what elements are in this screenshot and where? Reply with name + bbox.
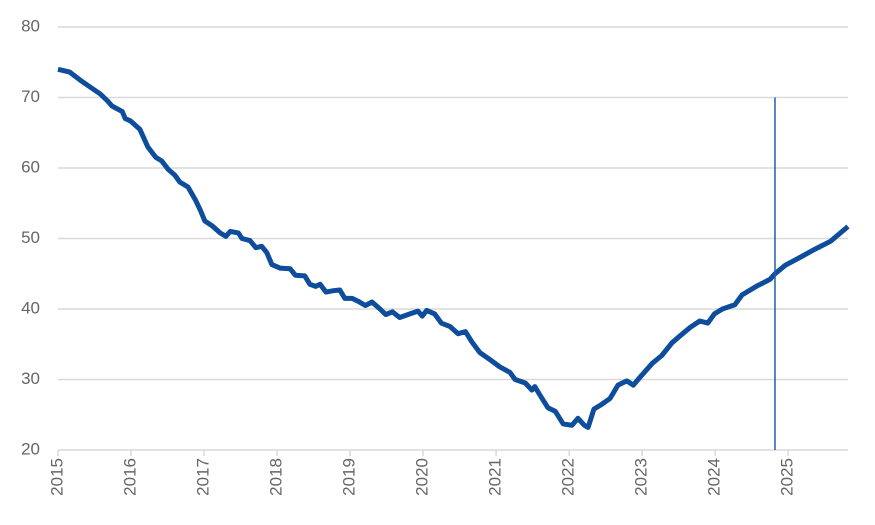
x-tick-label: 2017 [194,458,213,496]
x-tick-label: 2018 [267,458,286,496]
x-tick-label: 2016 [120,458,139,496]
y-tick-label: 30 [21,369,40,388]
x-tick-label: 2015 [47,458,66,496]
y-tick-label: 50 [21,228,40,247]
y-tick-label: 80 [21,16,40,35]
x-tick-label: 2019 [340,458,359,496]
y-tick-label: 70 [21,87,40,106]
y-tick-label: 40 [21,298,40,317]
y-tick-label: 20 [21,439,40,458]
x-tick-label: 2023 [632,458,651,496]
y-tick-label: 60 [21,157,40,176]
x-tick-label: 2021 [486,458,505,496]
x-tick-label: 2022 [559,458,578,496]
x-tick-label: 2020 [413,458,432,496]
x-tick-label: 2024 [705,458,724,496]
line-series [57,66,850,430]
x-tick-label: 2025 [778,458,797,496]
